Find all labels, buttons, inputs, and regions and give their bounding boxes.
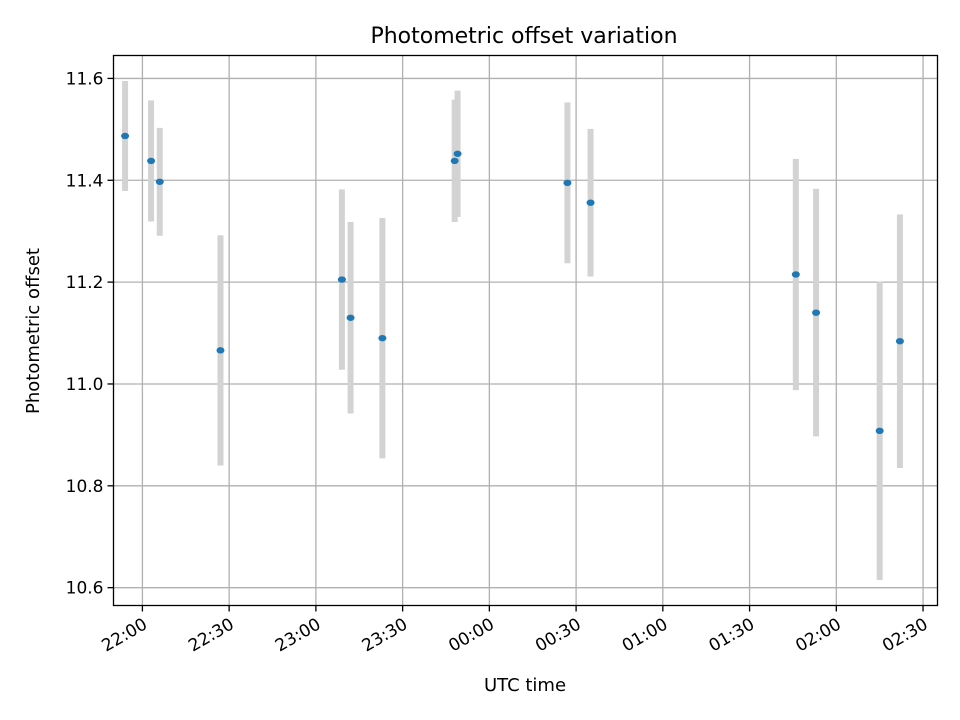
x-axis-label: UTC time: [484, 675, 566, 696]
data-point: [563, 179, 572, 187]
data-point: [216, 347, 225, 354]
data-point: [586, 199, 595, 206]
y-axis-ticks: 10.6 10.8 11.0 11.2 11.4 11.6: [66, 69, 114, 599]
data-point: [378, 334, 387, 342]
data-point: [450, 157, 459, 165]
y-tick-label: 11.0: [66, 375, 104, 395]
plot-frame: [112, 54, 939, 607]
y-tick-label: 11.6: [66, 69, 104, 89]
y-tick-label: 11.2: [66, 273, 104, 293]
y-tick-label: 10.6: [66, 579, 104, 599]
data-point: [346, 314, 355, 321]
data-point: [155, 178, 164, 185]
y-tick-label: 11.4: [66, 171, 104, 191]
chart-title: Photometric offset variation: [370, 24, 677, 49]
data-point: [453, 150, 462, 157]
data-point: [895, 337, 904, 345]
data-point: [875, 427, 884, 435]
y-axis-label: Photometric offset: [23, 248, 44, 414]
data-point: [791, 271, 800, 278]
grid-lines: [113, 55, 938, 606]
data-point: [337, 276, 346, 283]
data-points: [121, 132, 904, 435]
data-point: [147, 157, 156, 165]
y-tick-label: 10.8: [66, 477, 104, 497]
data-point: [121, 132, 130, 140]
data-point: [812, 309, 821, 316]
